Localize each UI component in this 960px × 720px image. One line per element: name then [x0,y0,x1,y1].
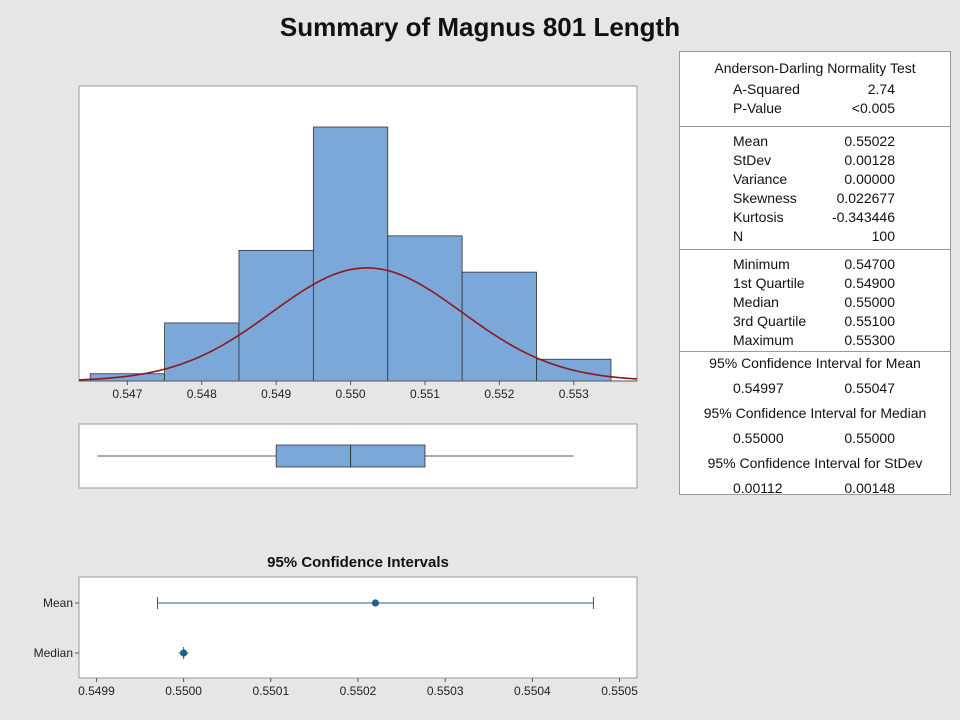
histogram-tick-label: 0.549 [261,387,291,401]
stat-row: Maximum 0.55300 [680,331,950,350]
histogram-bar [312,126,389,382]
stat-row: 3rd Quartile 0.55100 [680,312,950,331]
stat-label: Minimum [733,256,790,272]
ci-estimate-point [371,599,380,607]
ci-tick-label: 0.5501 [252,684,289,698]
stat-row: StDev 0.00128 [680,151,950,170]
ci-tick-label: 0.5503 [427,684,464,698]
stat-value: 0.54700 [844,256,895,272]
ci-tick-label: 0.5499 [78,684,115,698]
stat-value: 0.54900 [844,275,895,291]
histogram-bar [387,235,463,382]
ci-row-label: Mean [43,596,73,610]
stat-row: Mean 0.55022 [680,132,950,151]
histogram-tick-label: 0.550 [336,387,366,401]
stat-label: StDev [733,152,772,168]
stat-row: Variance 0.00000 [680,170,950,189]
ci-estimate-point [180,649,188,657]
stat-row: A-Squared 2.74 [680,80,950,99]
ci-median-high: 0.55000 [844,430,895,446]
ci-row-label: Median [34,646,73,660]
ci-mean-high: 0.55047 [844,380,895,396]
stat-row: Kurtosis -0.343446 [680,208,950,227]
ci-median-title: 95% Confidence Interval for Median [703,405,927,421]
histogram-tick-label: 0.551 [410,387,440,401]
ci-tick-label: 0.5505 [601,684,638,698]
ci-frame [78,576,638,679]
ci-x-ticks: 0.5499 0.5500 0.5501 0.5502 0.5503 0.5504 0.55… [78,678,638,698]
ci-mean-low: 0.54997 [733,380,784,396]
stat-value: <0.005 [851,100,895,116]
stat-label: 3rd Quartile [733,313,807,329]
ci-stdev-low: 0.00112 [733,480,783,496]
stat-value: 0.55000 [844,294,895,310]
ci-stats-section: 95% Confidence Interval for Mean 0.54997… [680,354,950,498]
stat-label: Mean [733,133,769,149]
ci-stdev-high: 0.00148 [844,480,895,496]
ad-test-section: Anderson-Darling Normality Test A-Square… [680,59,950,118]
stat-value: 0.55022 [844,133,895,149]
stat-value: -0.343446 [831,209,895,225]
ci-tick-label: 0.5504 [514,684,551,698]
stat-label: Maximum [733,332,794,348]
stat-value: 0.00000 [844,171,895,187]
ci-tick-label: 0.5500 [165,684,202,698]
chart-title: Summary of Magnus 801 Length [279,12,681,42]
separator [680,249,950,250]
histogram-x-ticks: 0.547 0.548 0.549 0.550 0.551 0.552 0.553 [112,381,589,401]
stat-value: 0.55100 [844,313,895,329]
ci-stdev-title: 95% Confidence Interval for StDev [707,455,923,471]
moment-stats-section: Mean 0.55022 StDev 0.00128 Variance 0.00000 Sk… [680,132,950,246]
stat-label: Median [733,294,779,310]
histogram-bars [89,126,612,382]
stat-value: 0.022677 [836,190,895,206]
histogram-tick-label: 0.553 [559,387,589,401]
quantile-stats-section: Minimum 0.54700 1st Quartile 0.54900 Median 0… [680,255,950,350]
summary-stats-panel: Anderson-Darling Normality Test A-Square… [679,51,951,498]
histogram-bar [461,271,537,382]
stat-row: Skewness 0.022677 [680,189,950,208]
ci-chart-title: 95% Confidence Intervals [267,554,449,571]
stat-label: Kurtosis [733,209,784,225]
stat-label: P-Value [733,100,782,116]
stat-row: Median 0.55000 [680,293,950,312]
histogram-tick-label: 0.547 [112,387,142,401]
stat-row: 1st Quartile 0.54900 [680,274,950,293]
stat-value: 0.55300 [844,332,895,348]
boxplot [97,444,574,468]
histogram-bar [164,322,240,382]
stat-value: 0.00128 [844,152,895,168]
histogram-tick-label: 0.548 [187,387,217,401]
stat-label: N [733,228,744,244]
stat-row: P-Value <0.005 [680,99,950,118]
stat-label: Variance [733,171,788,187]
stat-value: 2.74 [867,81,895,97]
stat-row: N 100 [680,227,950,246]
stat-label: Skewness [733,190,797,206]
ad-test-title: Anderson-Darling Normality Test [714,60,916,76]
stat-value: 100 [871,228,895,244]
histogram-bar [89,373,165,382]
stat-label: 1st Quartile [733,275,805,291]
stat-label: A-Squared [733,81,800,97]
histogram-bar [238,249,314,382]
ci-intervals: Mean Median [34,596,594,660]
histogram-tick-label: 0.552 [484,387,514,401]
ci-median-low: 0.55000 [733,430,784,446]
normal-fit-curve [78,267,638,381]
ci-tick-label: 0.5502 [340,684,377,698]
ci-mean-title: 95% Confidence Interval for Mean [709,355,921,371]
separator [680,126,950,127]
separator [680,351,950,352]
stat-row: Minimum 0.54700 [680,255,950,274]
